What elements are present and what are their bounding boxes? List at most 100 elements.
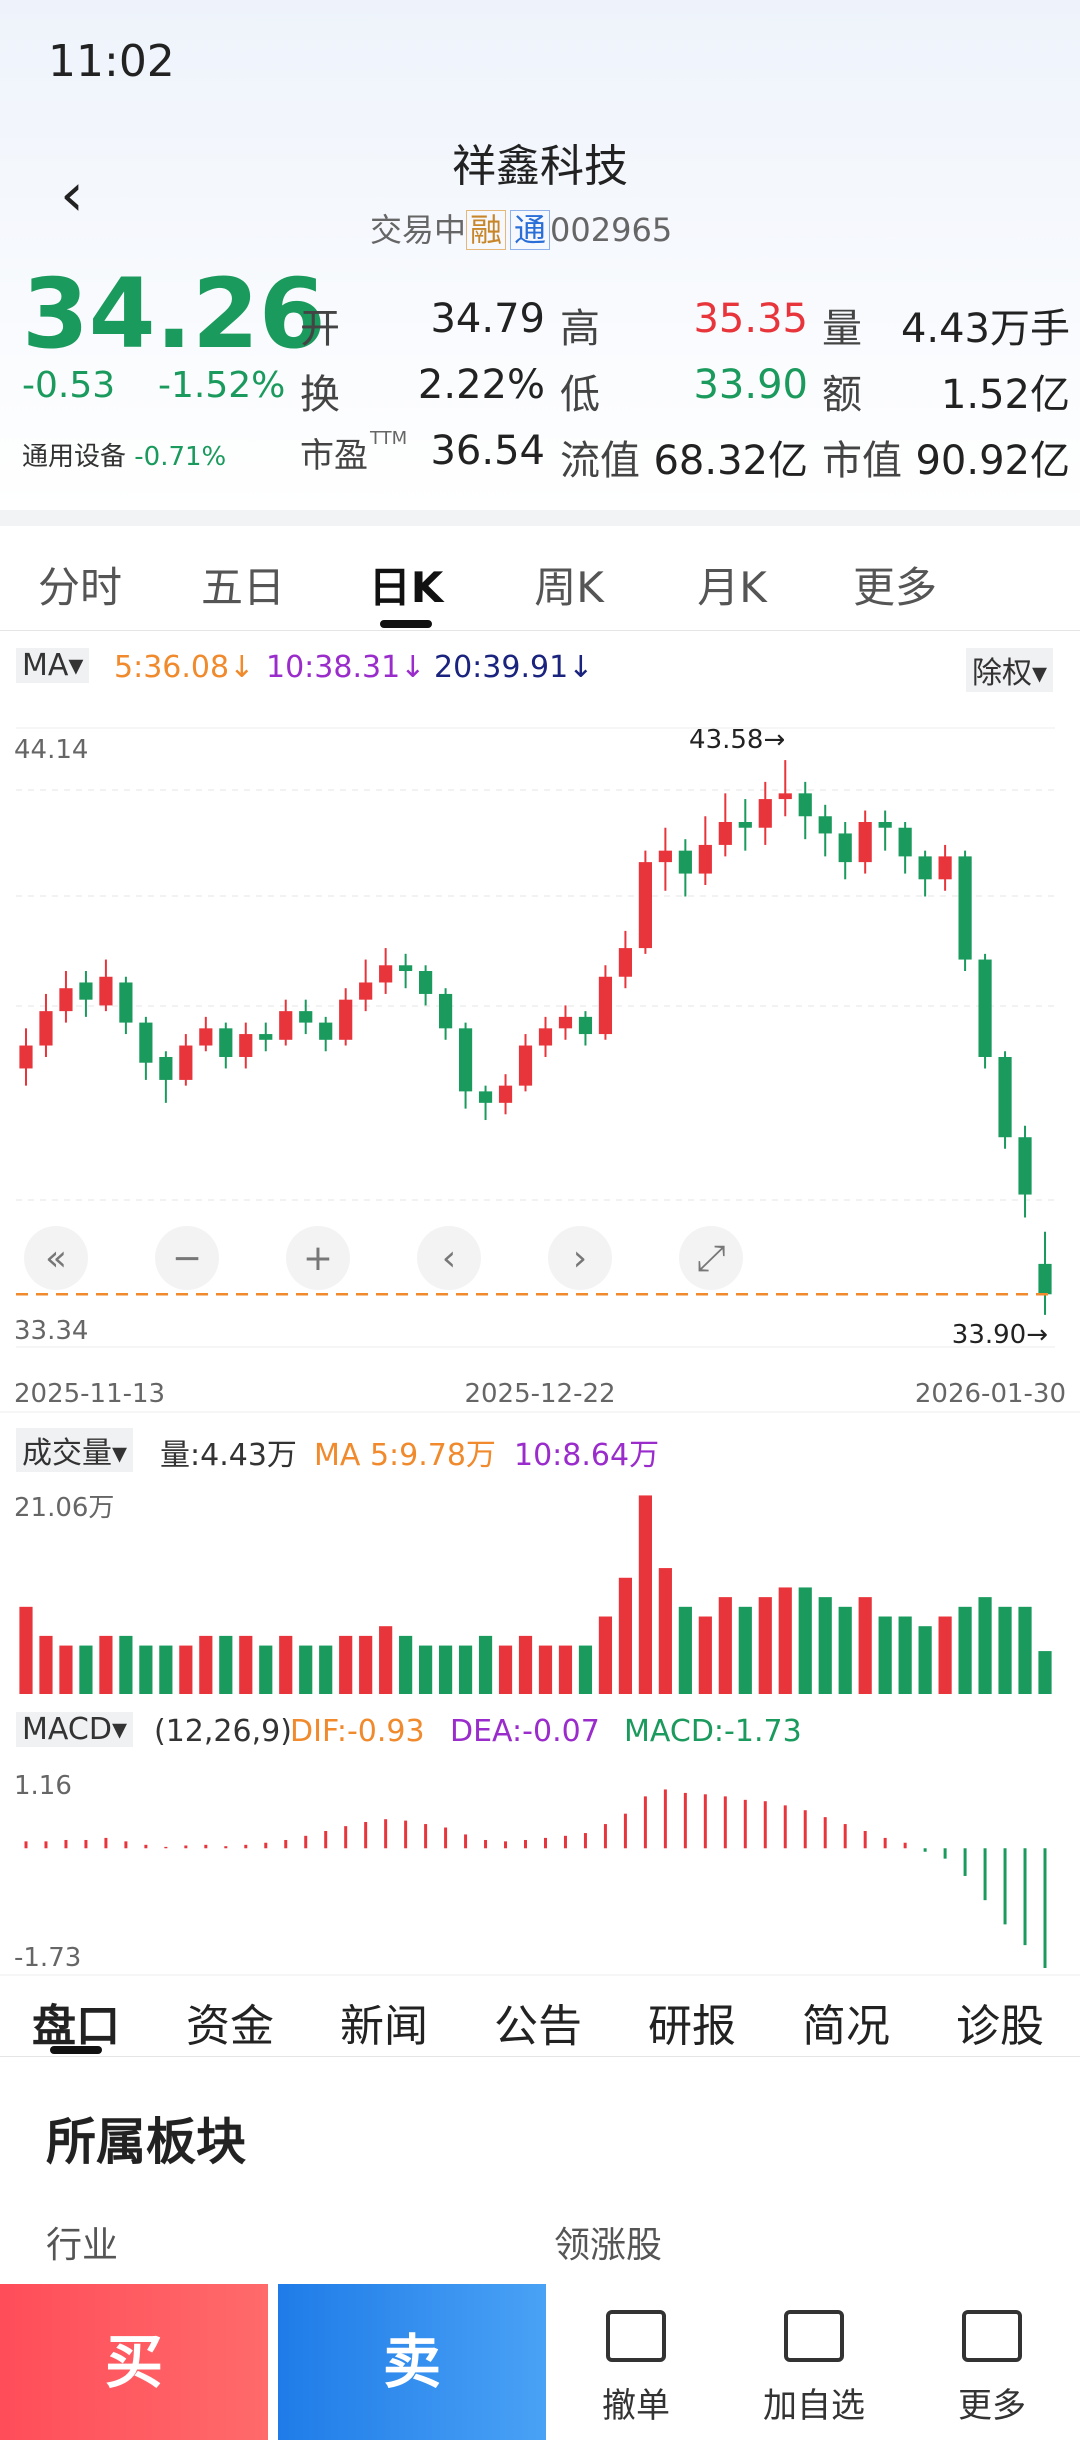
sector-name: 通用设备 (22, 442, 127, 472)
volume-bar (538, 1645, 553, 1694)
bottom-tab[interactable]: 新闻 (340, 2001, 428, 2052)
ma5: 5:36.08↓ (114, 650, 255, 685)
tab[interactable]: 日K (368, 563, 444, 612)
tab[interactable]: 分时 (37, 563, 122, 612)
ma-select[interactable]: MA▾ (16, 648, 90, 683)
stat-label: 低 (560, 372, 600, 418)
volume-bar (1018, 1606, 1032, 1694)
back[interactable]: ‹ (60, 160, 84, 230)
candle (558, 1016, 573, 1029)
volume-bar (339, 1635, 353, 1694)
candle (379, 965, 393, 983)
volume-bar (638, 1495, 652, 1694)
tab[interactable]: 五日 (200, 563, 285, 612)
candle (279, 1011, 293, 1040)
stat-value: 33.90 (693, 362, 808, 408)
volume-bar (858, 1597, 872, 1694)
volume-bar (958, 1606, 972, 1694)
buy-button[interactable]: 买 (0, 2284, 268, 2440)
bottom-tab[interactable]: 简况 (802, 2001, 890, 2052)
stat-label: 市盈 (300, 436, 368, 476)
time: 11:02 (48, 36, 175, 87)
action-icon (784, 2310, 844, 2362)
candle (538, 1028, 553, 1046)
vol-select[interactable]: 成交量▾ (16, 1428, 134, 1472)
sector-pct: -0.71% (134, 442, 227, 472)
adjust[interactable]: 除权▾ (966, 648, 1054, 692)
ma-label: MA (22, 648, 69, 683)
volume-bar (399, 1635, 413, 1694)
stat-label: 开 (300, 306, 340, 352)
volume-bar (199, 1635, 213, 1694)
candle (638, 862, 652, 949)
candle (618, 948, 633, 977)
candle (99, 976, 113, 1006)
sell-button[interactable]: 卖 (278, 2284, 546, 2440)
volume-bar (59, 1645, 73, 1694)
macd-select[interactable]: MACD▾ (16, 1712, 133, 1747)
bottom-tab[interactable]: 盘口 (32, 2001, 120, 2052)
candle (518, 1045, 533, 1086)
volume-bar (458, 1645, 473, 1694)
candle (978, 959, 992, 1057)
macd-params: (12,26,9) (154, 1714, 292, 1749)
chart-button (286, 1226, 350, 1290)
volume-bar (1038, 1651, 1052, 1694)
stat-value: 68.32亿 (653, 438, 808, 484)
volume-bar (918, 1626, 932, 1694)
candle (119, 982, 133, 1023)
sector: 通用设备 -0.71% (22, 436, 226, 473)
volume-bar (658, 1568, 672, 1694)
top-bg (0, 0, 1080, 510)
candle (578, 1016, 593, 1035)
candle (199, 1028, 213, 1046)
volume-bar (518, 1635, 533, 1694)
volume-bar (19, 1606, 33, 1694)
volume-bar (119, 1635, 133, 1694)
stat-sup: TTM (370, 428, 408, 449)
chart-button (155, 1226, 219, 1290)
chart-button (24, 1226, 88, 1290)
chart-button (548, 1226, 612, 1290)
chart-button-icon: + (303, 1238, 333, 1279)
candle (798, 793, 812, 817)
candle (399, 965, 413, 972)
volume-bar (478, 1635, 493, 1694)
volume-bar (319, 1645, 333, 1694)
bottom-tab[interactable]: 资金 (186, 2001, 274, 2052)
bottom-tab[interactable]: 公告 (494, 2001, 582, 2052)
volume-bar (299, 1645, 313, 1694)
volume-bar (718, 1597, 732, 1694)
divider (0, 510, 1080, 526)
candle (898, 827, 912, 857)
tab[interactable]: 月K (697, 563, 767, 612)
state: 交易中 (370, 211, 467, 249)
stat-value: 34.79 (430, 296, 545, 342)
candle (359, 982, 373, 1000)
bottom-tab[interactable]: 研报 (648, 2001, 736, 2052)
action[interactable]: 加自选 (763, 2386, 865, 2426)
stat-value: 4.43万手 (900, 306, 1070, 352)
bottom-tab[interactable]: 诊股 (956, 2001, 1044, 2052)
volume-bar (139, 1645, 153, 1694)
volume-bar (738, 1606, 752, 1694)
stat-value: 36.54 (430, 428, 545, 474)
macd-label: MACD (22, 1712, 112, 1747)
vol-top-label: 21.06万 (14, 1493, 114, 1523)
volume-bar (598, 1616, 613, 1694)
action[interactable]: 更多 (958, 2386, 1026, 2426)
candle (339, 999, 353, 1040)
candle (758, 799, 772, 828)
tab[interactable]: 周K (534, 563, 604, 612)
chart-button-icon: ‹ (442, 1238, 456, 1279)
volume-bar (79, 1645, 93, 1694)
candle (878, 821, 892, 828)
candle (259, 1034, 273, 1040)
price: 34.26 (22, 258, 326, 370)
tab[interactable]: 更多 (852, 563, 937, 612)
action[interactable]: 撤单 (602, 2386, 670, 2426)
volume-bar (938, 1616, 952, 1694)
y-tick-label: 44.14 (14, 735, 88, 765)
candle (1038, 1263, 1052, 1295)
